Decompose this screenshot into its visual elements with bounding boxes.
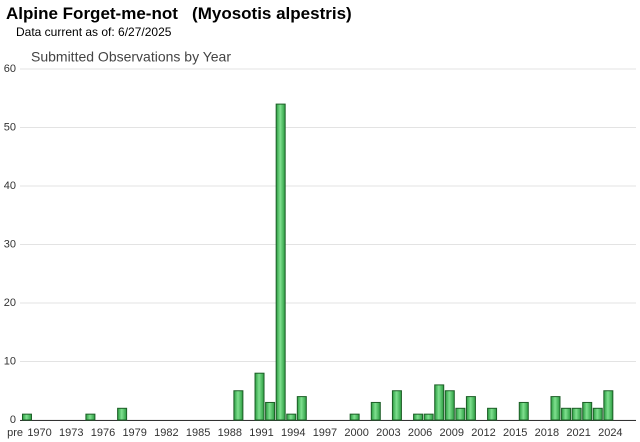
y-tick-label: 50 [4,121,16,133]
x-tick-label: 1991 [249,427,273,439]
x-tick-label: pre [7,427,23,439]
bar [370,401,381,421]
page-title: Alpine Forget-me-not (Myosotis alpestris… [6,4,352,23]
x-tick-label: 2003 [376,427,400,439]
x-tick-label: 2006 [408,427,432,439]
bar [117,407,128,421]
x-tick-label: 2012 [471,427,495,439]
y-tick-label: 0 [10,414,16,426]
bar [444,390,455,421]
x-tick-label: 1982 [154,427,178,439]
bar [85,413,96,421]
x-tick-label: 1976 [91,427,115,439]
bar [233,390,244,421]
y-tick-label: 60 [4,63,16,75]
x-tick-label: 1994 [281,427,305,439]
y-tick-label: 10 [4,355,16,367]
bar [455,407,466,421]
bar [21,413,32,421]
chart-title: Submitted Observations by Year [31,49,231,65]
bar [254,372,265,421]
page-subtitle: Data current as of: 6/27/2025 [16,25,172,39]
x-tick-label: 2015 [503,427,527,439]
bar [391,390,402,421]
bar [592,407,603,421]
y-tick-label: 30 [4,238,16,250]
y-tick-label: 20 [4,297,16,309]
bar [296,396,307,421]
bar [487,407,498,421]
bar [603,390,614,421]
bar [571,407,582,421]
bar [434,384,445,421]
bar [550,396,561,421]
x-tick-label: 2009 [440,427,464,439]
x-tick-label: 1985 [186,427,210,439]
x-tick-label: 2021 [566,427,590,439]
bar [561,407,572,421]
bar [275,103,286,421]
x-tick-label: 2000 [344,427,368,439]
bar [518,401,529,421]
bar [582,401,593,421]
x-tick-label: 2024 [598,427,622,439]
bar [349,413,360,421]
bar [423,413,434,421]
x-tick-label: 1997 [313,427,337,439]
bar [265,401,276,421]
x-tick-label: 1979 [122,427,146,439]
x-tick-label: 1970 [27,427,51,439]
y-tick-label: 40 [4,180,16,192]
x-tick-label: 2018 [535,427,559,439]
bar [413,413,424,421]
bar [286,413,297,421]
x-tick-label: 1973 [59,427,83,439]
x-tick-label: 1988 [218,427,242,439]
bar [465,396,476,421]
